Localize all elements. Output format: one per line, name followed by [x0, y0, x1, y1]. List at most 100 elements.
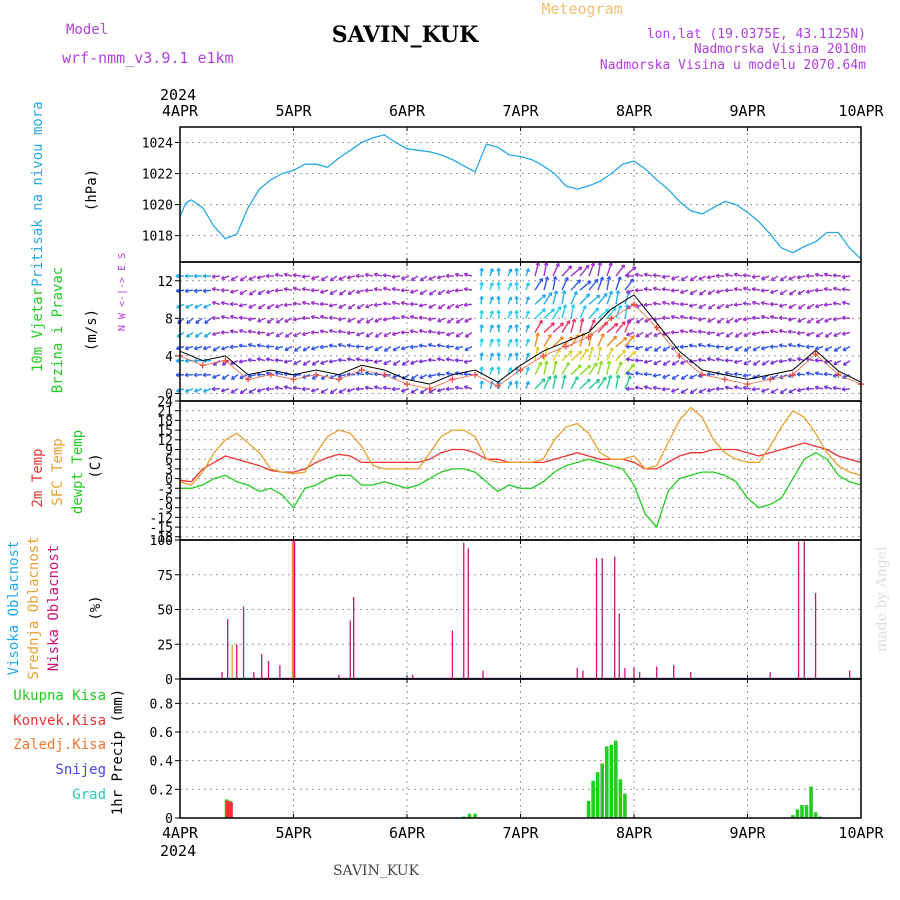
precip-bar-total_precip [473, 813, 477, 818]
wind-barb-head [620, 264, 626, 269]
wind-barb [815, 317, 824, 324]
wind-barb [770, 359, 779, 365]
wind-barb [615, 321, 626, 333]
wind-barb-head [355, 273, 360, 279]
wind-barb [382, 386, 392, 390]
model-value: wrf-nmm_v3.9.1 e1km [62, 49, 234, 67]
y-tick-label: 6 [165, 453, 173, 468]
wind-barb [221, 388, 230, 392]
wind-barb [698, 317, 707, 321]
top-date-label: 10APR [838, 102, 884, 120]
wind-barb-head [355, 289, 360, 295]
wind-barb [463, 303, 473, 306]
wind-barb-head [265, 273, 270, 279]
wind-barb [597, 346, 602, 361]
wind-barb [552, 336, 564, 348]
wind-barb [635, 345, 644, 350]
wind-barb [824, 386, 833, 390]
wind-barb-head [356, 319, 361, 324]
wind-barb [570, 291, 578, 305]
wind-barb [644, 273, 653, 277]
wind-barb-head [508, 296, 513, 301]
wind-barb-head [238, 343, 243, 349]
wind-barb [284, 273, 293, 277]
wind-barb-head [185, 304, 190, 309]
wind-barb-head [823, 385, 828, 390]
wind-barb-head [508, 310, 513, 315]
wind-barb [779, 303, 788, 308]
wind-barb-head [671, 275, 676, 281]
wind-barb [753, 360, 761, 366]
wind-barb [588, 319, 596, 333]
wind-barb [489, 381, 494, 390]
wind-barb [401, 345, 410, 350]
wind-barb [320, 289, 329, 294]
wind-barb-head [230, 276, 235, 281]
wind-barb [671, 315, 680, 320]
wind-barb-head [391, 386, 396, 392]
wind-barb [409, 345, 419, 348]
wind-barb-head [644, 347, 649, 352]
wind-barb-head [496, 281, 502, 286]
wind-barb-head [525, 296, 530, 301]
y-tick-label: 0 [165, 673, 173, 688]
wind-barb [383, 359, 392, 365]
wind-barb-head [543, 261, 549, 266]
y-tick-label: 15 [157, 424, 173, 439]
wind-barb-head [734, 318, 739, 323]
wind-barb [788, 317, 797, 321]
wind-barb [752, 331, 761, 336]
wind-barb-head [274, 288, 279, 293]
wind-barb-head [283, 272, 288, 277]
wind-barb-head [391, 274, 396, 279]
wind-barb [465, 331, 473, 338]
wind-barb [796, 331, 806, 335]
wind-barb [202, 289, 212, 292]
wind-barb-head [479, 267, 484, 272]
bottom-date-label: 6APR [389, 824, 426, 842]
wind-barb [437, 388, 446, 392]
wind-barb [780, 388, 788, 394]
wind-barb-head [603, 292, 608, 297]
wind-barb-head [733, 371, 738, 377]
wind-barb-head [229, 289, 234, 294]
wind-barb [266, 289, 275, 294]
wind-barb-head [293, 347, 298, 352]
wind-barb-head [275, 333, 280, 338]
wind-barb-head [525, 338, 530, 343]
wind-barb [382, 302, 392, 305]
wind-barb [534, 308, 546, 319]
wind-barb-head [428, 291, 433, 296]
wind-barb-head [562, 304, 568, 309]
wind-barb [428, 388, 437, 394]
wind-barb-head [615, 374, 621, 379]
wind-barb [652, 302, 662, 305]
wind-barb [455, 345, 464, 350]
wind-barb [652, 274, 662, 277]
wind-barb-head [401, 275, 406, 281]
wind-barb-head [670, 330, 675, 335]
wind-barb-head [265, 344, 270, 349]
wind-barb-head [319, 314, 324, 320]
y-tick-label: 50 [157, 604, 173, 619]
wind-barb [534, 277, 544, 291]
wind-barb [248, 388, 257, 394]
wind-barb [543, 334, 552, 347]
wind-barb [428, 343, 437, 348]
wind-barb [391, 317, 401, 320]
wind-barb [606, 276, 611, 291]
wind-barb-head [364, 272, 369, 278]
wind-barb-head [635, 333, 640, 338]
wind-barb [419, 374, 428, 379]
wind-barb-head [697, 329, 702, 335]
wind-barb [698, 388, 707, 394]
wind-barb-head [577, 364, 582, 369]
wind-barb-head [586, 364, 592, 369]
y-tick-label: 0 [165, 473, 173, 488]
wind-barb-head [445, 371, 450, 376]
wind-barb-head [419, 290, 424, 295]
wind-barb-head [625, 273, 630, 279]
wind-barb-head [562, 374, 567, 379]
wind-barb [597, 333, 605, 347]
y-tick-label: 1024 [142, 137, 173, 152]
